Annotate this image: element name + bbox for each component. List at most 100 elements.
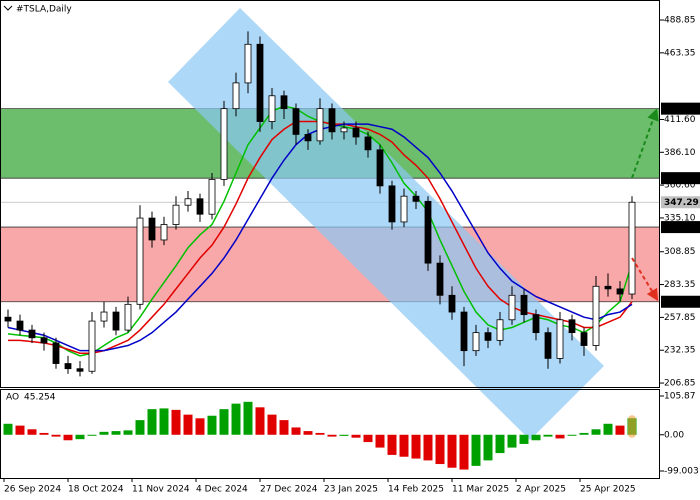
chart-title: #TSLA,Daily xyxy=(16,5,72,15)
ao-bar xyxy=(339,434,349,436)
ao-bar xyxy=(447,434,457,468)
candle-body xyxy=(472,332,480,352)
candle-body xyxy=(532,314,540,334)
price-frame xyxy=(0,0,660,388)
candle-body xyxy=(340,127,348,133)
candle-body xyxy=(88,320,96,372)
candle-body xyxy=(604,285,612,290)
ao-bar xyxy=(591,429,601,435)
y-tick-label: 206.85 xyxy=(664,379,696,389)
ao-bar xyxy=(567,434,577,436)
candle-body xyxy=(496,319,504,341)
y-tick-label: 257.85 xyxy=(664,313,696,323)
candle-body xyxy=(388,185,396,223)
up-arrow xyxy=(631,108,659,179)
ao-bar xyxy=(183,414,193,435)
candle-body xyxy=(28,329,36,339)
indicator-frame xyxy=(0,389,660,479)
ao-bar xyxy=(579,432,589,435)
y-tick-label: 463.35 xyxy=(664,48,696,58)
candle-body xyxy=(484,332,492,341)
candle-body xyxy=(268,95,276,122)
ao-bar xyxy=(327,434,337,437)
ao-bar xyxy=(435,434,445,465)
ao-bar xyxy=(231,403,241,435)
ao-bar xyxy=(3,423,13,435)
ao-bar xyxy=(267,414,277,435)
ao-bar xyxy=(27,429,37,435)
title-icon xyxy=(3,5,13,11)
y-tick-label: 360.60 xyxy=(664,181,696,191)
ao-bar xyxy=(111,431,121,435)
level-label: 270.00 xyxy=(664,297,699,307)
candle-body xyxy=(4,316,12,322)
candle-body xyxy=(196,198,204,215)
candle-body xyxy=(556,319,564,359)
ao-bar xyxy=(51,434,61,437)
candle-body xyxy=(352,127,360,138)
ao-bar xyxy=(195,418,205,435)
x-tick-label: 26 Sep 2024 xyxy=(4,485,61,495)
ao-bar xyxy=(63,434,73,441)
ao-bar xyxy=(15,425,25,435)
ao-bar xyxy=(363,434,373,443)
candle-body xyxy=(376,149,384,187)
candle-body xyxy=(64,363,72,370)
ao-bar xyxy=(255,407,265,435)
x-tick-label: 23 Jan 2025 xyxy=(324,485,378,495)
candle-body xyxy=(232,82,240,110)
candle-body xyxy=(16,320,24,331)
ao-y-tick-label: 105.87 xyxy=(664,392,696,402)
candle-body xyxy=(148,217,156,241)
candle-body xyxy=(304,133,312,142)
indicator-value: 45.254 xyxy=(24,393,56,403)
ao-bar xyxy=(303,431,313,435)
candle-body xyxy=(436,262,444,296)
candle-body xyxy=(208,179,216,215)
ao-bar xyxy=(519,434,529,444)
ao-bar xyxy=(543,434,553,437)
ao-bar xyxy=(243,401,253,435)
candle-body xyxy=(328,108,336,133)
candle-body xyxy=(112,311,120,331)
candle-body xyxy=(280,95,288,110)
ao-bar xyxy=(207,415,217,435)
ao-bar xyxy=(159,408,169,435)
ao-bar xyxy=(87,434,97,436)
ao-bar xyxy=(615,425,625,435)
level-label: 328.00 xyxy=(664,223,699,233)
candle-body xyxy=(580,332,588,346)
y-tick-label: 411.60 xyxy=(664,115,696,125)
level-label: 366.00 xyxy=(664,174,699,184)
candle-body xyxy=(616,288,624,295)
candle-body xyxy=(52,342,60,364)
x-tick-label: 11 Nov 2024 xyxy=(132,485,190,495)
ao-bar xyxy=(123,430,133,435)
candle-body xyxy=(136,217,144,305)
candle-body xyxy=(460,311,468,352)
level-label: 420.00 xyxy=(664,104,699,114)
level-box xyxy=(661,221,700,234)
y-tick-label: 488.85 xyxy=(664,16,696,26)
ao-bar xyxy=(147,409,157,435)
ao-bar xyxy=(279,420,289,435)
candle-body xyxy=(628,201,636,295)
x-tick-label: 2 Apr 2025 xyxy=(516,485,566,495)
candle-body xyxy=(256,43,264,122)
ao-bar xyxy=(555,434,565,439)
y-tick-label: 308.85 xyxy=(664,247,696,257)
down-arrow xyxy=(631,257,659,302)
ao-bar xyxy=(99,431,109,435)
ao-bar xyxy=(507,434,517,448)
ao-bar xyxy=(471,434,481,466)
candle-body xyxy=(508,294,516,321)
y-tick-label: 232.35 xyxy=(664,346,696,356)
indicator-name: AO xyxy=(6,393,19,403)
ao-highlight xyxy=(628,415,636,438)
ao-bar xyxy=(387,434,397,455)
level-box xyxy=(661,102,700,115)
candle-body xyxy=(364,136,372,151)
candle-body xyxy=(160,224,168,241)
y-tick-label: 283.35 xyxy=(664,280,696,290)
